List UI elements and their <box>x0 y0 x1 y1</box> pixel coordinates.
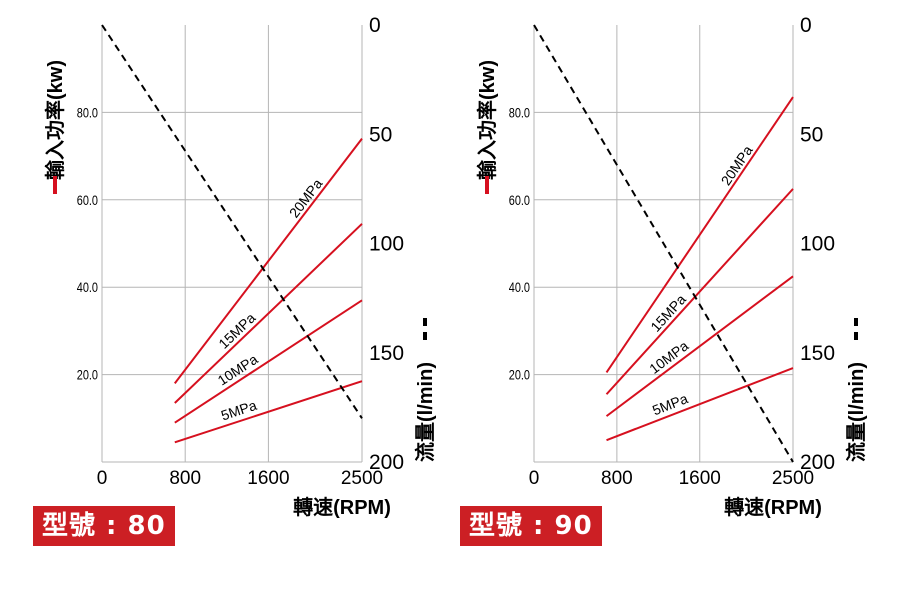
y-right-tick-label: 200 <box>800 451 835 474</box>
y-right-tick-label: 50 <box>369 123 392 146</box>
series-label: 15MPa <box>215 309 258 351</box>
x-tick-label: 1600 <box>679 468 721 489</box>
y-right-tick-label: 150 <box>800 342 835 365</box>
y-right-tick-label: 150 <box>369 342 404 365</box>
y-right-tick-label: 0 <box>369 14 381 37</box>
y-left-tick-label: 20.0 <box>509 367 530 383</box>
y-left-tick-label: 40.0 <box>77 280 98 296</box>
series-label: 5MPa <box>650 390 690 418</box>
y-left-tick-label: 20.0 <box>77 367 98 383</box>
x-tick-label: 0 <box>97 468 108 489</box>
y-right-tick-label: 200 <box>369 451 404 474</box>
series-label: 5MPa <box>219 397 259 424</box>
y-right-tick-label: 0 <box>800 14 812 37</box>
x-tick-label: 2500 <box>341 468 383 489</box>
power-line-10mpa <box>174 299 363 424</box>
y-right-tick-label: 100 <box>369 233 404 256</box>
y-left-tick-label: 40.0 <box>509 280 530 296</box>
flow-dashed-line <box>533 24 794 463</box>
y-right-tick-label: 50 <box>800 123 823 146</box>
y-right-axis-title: 流量(l/min) <box>844 362 868 462</box>
x-axis-title: 轉速(RPM) <box>724 496 822 519</box>
series-label: 15MPa <box>647 291 689 335</box>
x-tick-label: 0 <box>529 468 540 489</box>
power-line-20mpa <box>174 138 363 384</box>
y-left-tick-label: 80.0 <box>77 105 98 121</box>
y-right-tick-label: 100 <box>800 233 835 256</box>
model-badge: 型號 : 90 <box>460 506 602 546</box>
power-line-15mpa <box>605 188 794 395</box>
x-tick-label: 800 <box>169 468 201 489</box>
flow-dashed-line <box>101 24 363 419</box>
x-axis-title: 轉速(RPM) <box>293 496 391 519</box>
power-line-5mpa <box>606 367 794 442</box>
power-line-15mpa <box>174 223 363 404</box>
x-tick-label: 2500 <box>772 468 814 489</box>
model-badge: 型號 : 80 <box>33 506 175 546</box>
y-right-axis-title: 流量(l/min) <box>413 362 437 462</box>
y-left-tick-label: 60.0 <box>509 193 530 209</box>
power-line-20mpa <box>605 96 794 373</box>
y-left-axis-title: 輸入功率(kw) <box>475 60 499 180</box>
x-tick-label: 800 <box>601 468 633 489</box>
power-line-10mpa <box>605 275 794 417</box>
y-left-tick-label: 60.0 <box>77 193 98 209</box>
y-left-axis-title: 輸入功率(kw) <box>43 60 67 180</box>
y-left-tick-label: 80.0 <box>509 105 530 121</box>
power-line-5mpa <box>174 380 363 444</box>
series-label: 10MPa <box>215 351 261 389</box>
x-tick-label: 1600 <box>247 468 289 489</box>
